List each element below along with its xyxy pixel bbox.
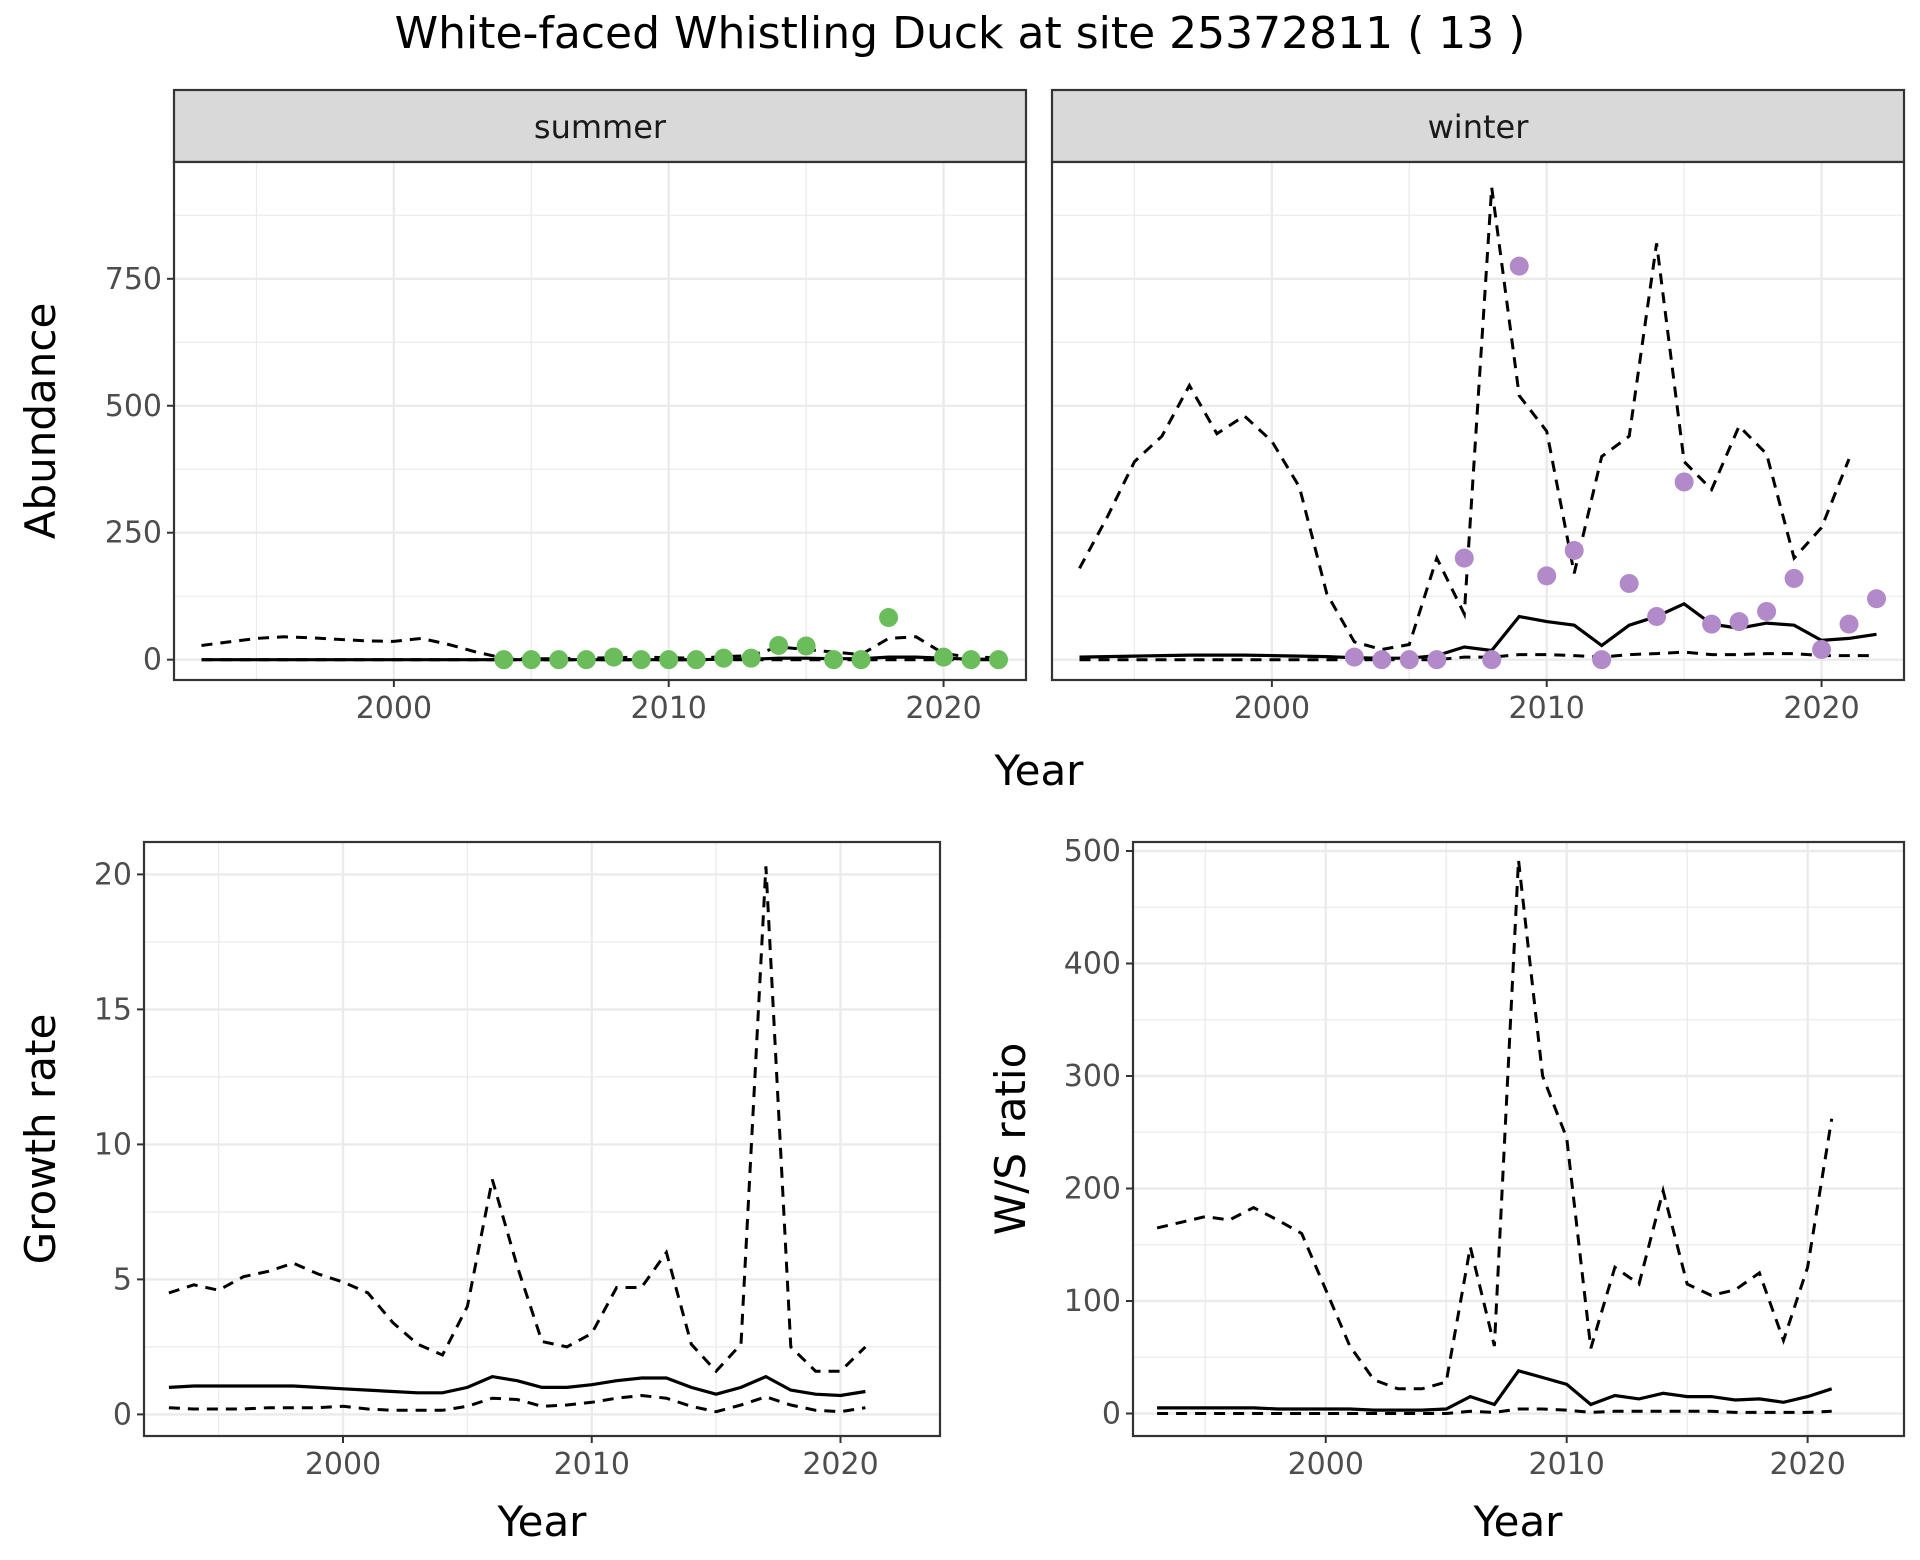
x-tick-label: 2020 (1769, 1447, 1845, 1482)
panel-border (1050, 160, 1906, 682)
data-point-summer (796, 636, 816, 656)
data-point-summer (851, 650, 871, 670)
upper-bound-line (1156, 859, 1834, 1391)
y-tick-label: 0 (113, 1397, 132, 1432)
data-point-winter (1647, 607, 1667, 627)
data-point-winter (1592, 650, 1612, 670)
data-point-summer (879, 608, 899, 628)
x-tick-label: 2010 (1509, 691, 1585, 726)
y-tick-label: 250 (105, 516, 162, 551)
y-tick-label: 0 (1102, 1397, 1121, 1432)
data-point-winter (1757, 601, 1777, 621)
data-point-winter (1399, 650, 1419, 670)
data-point-winter (1702, 614, 1722, 634)
panel-border (1131, 840, 1906, 1438)
data-point-winter (1537, 566, 1557, 586)
data-point-winter (1372, 650, 1392, 670)
data-point-winter (1427, 650, 1447, 670)
data-point-summer (659, 650, 679, 670)
y-tick-label: 5 (113, 1262, 132, 1297)
y-tick-label: 500 (1064, 834, 1121, 869)
data-point-summer (824, 650, 844, 670)
panel-background (144, 842, 940, 1436)
x-axis-title: Year (1473, 1497, 1564, 1546)
y-axis-title: Abundance (16, 303, 65, 540)
lower-bound-line (168, 1393, 866, 1414)
x-tick-label: 2010 (554, 1447, 630, 1482)
x-tick-label: 2020 (905, 691, 981, 726)
panel-border (142, 840, 942, 1438)
x-tick-label: 2010 (1529, 1447, 1605, 1482)
chart-title: White-faced Whistling Duck at site 25372… (395, 8, 1526, 59)
y-tick-label: 300 (1064, 1059, 1121, 1094)
points-summer (494, 608, 1009, 670)
panel-border (172, 160, 1028, 682)
x-tick-label: 2000 (1288, 1447, 1364, 1482)
data-point-summer (686, 650, 706, 670)
data-point-summer (576, 650, 596, 670)
y-tick-label: 15 (94, 992, 132, 1027)
x-tick-label: 2020 (802, 1447, 878, 1482)
data-point-winter (1619, 574, 1639, 594)
mean-line (168, 1374, 866, 1398)
facet-strip-label: winter (1428, 108, 1530, 146)
data-point-winter (1674, 472, 1694, 492)
data-point-winter (1509, 256, 1529, 276)
data-point-winter (1454, 548, 1474, 568)
data-point-winter (1784, 568, 1804, 588)
x-axis-title: Year (497, 1497, 588, 1546)
data-point-summer (521, 650, 541, 670)
data-point-winter (1812, 640, 1832, 660)
data-point-summer (714, 648, 734, 668)
data-point-winter (1839, 614, 1859, 634)
data-point-summer (961, 650, 981, 670)
data-point-winter (1344, 647, 1364, 667)
data-point-winter (1867, 589, 1887, 609)
upper-bound-line (1078, 187, 1851, 652)
y-tick-label: 10 (94, 1127, 132, 1162)
x-tick-label: 2020 (1783, 691, 1859, 726)
points-winter (1344, 256, 1887, 670)
data-point-summer (741, 648, 761, 668)
y-tick-label: 20 (94, 857, 132, 892)
upper-bound-line (168, 866, 867, 1374)
data-point-winter (1564, 541, 1584, 560)
data-point-summer (549, 650, 569, 670)
facet-strip-summer (172, 88, 1028, 164)
data-point-summer (989, 650, 1009, 670)
data-point-summer (631, 650, 651, 670)
data-point-summer (604, 647, 624, 667)
y-tick-label: 100 (1064, 1284, 1121, 1319)
data-point-summer (494, 650, 514, 670)
y-axis-title: W/S ratio (986, 1043, 1035, 1236)
y-axis-title: Growth rate (16, 1014, 65, 1265)
mean-line (1157, 1368, 1833, 1412)
y-tick-label: 500 (105, 389, 162, 424)
y-tick-label: 0 (143, 643, 162, 678)
data-point-winter (1729, 612, 1749, 632)
x-tick-label: 2000 (305, 1447, 381, 1482)
panel-background (1052, 162, 1904, 680)
panel-background (1133, 842, 1904, 1436)
data-point-summer (769, 635, 789, 655)
x-tick-label: 2000 (356, 691, 432, 726)
y-tick-label: 200 (1064, 1172, 1121, 1207)
panel-background (174, 162, 1026, 680)
y-tick-label: 400 (1064, 947, 1121, 982)
x-tick-label: 2010 (631, 691, 707, 726)
data-point-winter (1482, 650, 1502, 670)
y-tick-label: 750 (105, 262, 162, 297)
x-axis-title: Year (994, 746, 1085, 795)
facet-strip-label: summer (534, 108, 667, 146)
data-point-summer (934, 647, 954, 667)
grid-lines (144, 842, 940, 1436)
x-tick-label: 2000 (1234, 691, 1310, 726)
